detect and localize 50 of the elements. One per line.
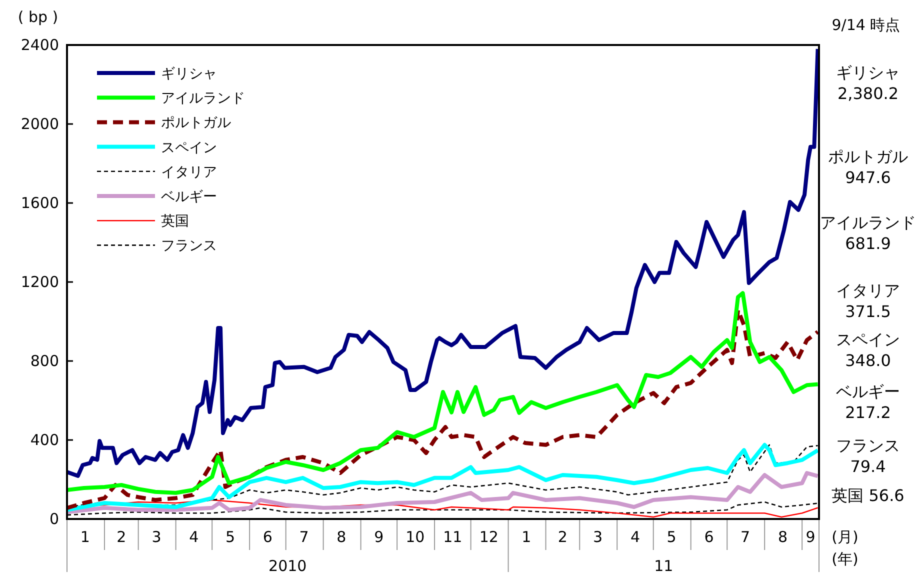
text: ギリシャ 2,380.2	[836, 63, 900, 103]
text: イタリア 371.5	[836, 281, 900, 321]
text: (年)	[832, 550, 858, 568]
x-tick-label: 4	[630, 528, 640, 546]
legend-label: 英国	[161, 214, 189, 230]
x-tick-label: 5	[225, 528, 235, 546]
x-tick-label: 7	[740, 528, 750, 546]
x-tick-label: 2	[558, 528, 568, 546]
y-tick-label: 0	[49, 510, 59, 528]
x-tick-label: 10	[406, 528, 425, 546]
legend-label: ベルギー	[161, 189, 217, 205]
legend-label: ポルトガル	[161, 115, 231, 132]
y-tick-label: 1600	[20, 194, 59, 212]
x-tick-label: 9	[806, 528, 816, 546]
x-tick-label: 6	[262, 528, 272, 546]
text: 9/14 時点	[832, 16, 900, 34]
legend-label: イタリア	[161, 164, 217, 180]
y-tick-label: 400	[30, 431, 59, 449]
x-tick-label: 9	[374, 528, 384, 546]
text: アイルランド 681.9	[820, 213, 916, 253]
text: 2010	[268, 557, 307, 573]
text: 11	[654, 557, 674, 573]
text: スペイン 348.0	[836, 330, 900, 370]
x-tick-label: 7	[299, 528, 309, 546]
y-tick-label: 800	[30, 352, 59, 370]
x-tick-label: 4	[189, 528, 199, 546]
text: 英国 56.6	[832, 486, 904, 505]
x-tick-label: 1	[80, 528, 90, 546]
x-tick-label: 3	[152, 528, 162, 546]
x-tick-label: 11	[443, 528, 462, 546]
y-tick-label: 2000	[20, 115, 59, 133]
x-tick-label: 3	[592, 528, 603, 546]
text: ベルギー 217.2	[836, 382, 900, 422]
legend-label: スペイン	[161, 140, 217, 156]
x-tick-label: 8	[778, 528, 788, 546]
legend-label: アイルランド	[161, 90, 245, 107]
y-tick-label: 2400	[20, 36, 59, 54]
x-tick-label: 2	[116, 528, 126, 546]
x-tick-label: 12	[479, 528, 498, 546]
x-tick-label: 1	[522, 528, 532, 546]
x-tick-label: 5	[666, 528, 676, 546]
y-axis-title: ( bp )	[18, 8, 58, 26]
text: (月)	[832, 528, 858, 546]
legend-label: フランス	[161, 238, 217, 254]
text: ポルトガル 947.6	[828, 147, 908, 187]
y-tick-label: 1200	[20, 273, 59, 291]
legend-label: ギリシャ	[161, 66, 217, 82]
x-tick-label: 6	[704, 528, 714, 546]
x-tick-label: 8	[336, 528, 346, 546]
text: フランス 79.4	[836, 436, 900, 476]
